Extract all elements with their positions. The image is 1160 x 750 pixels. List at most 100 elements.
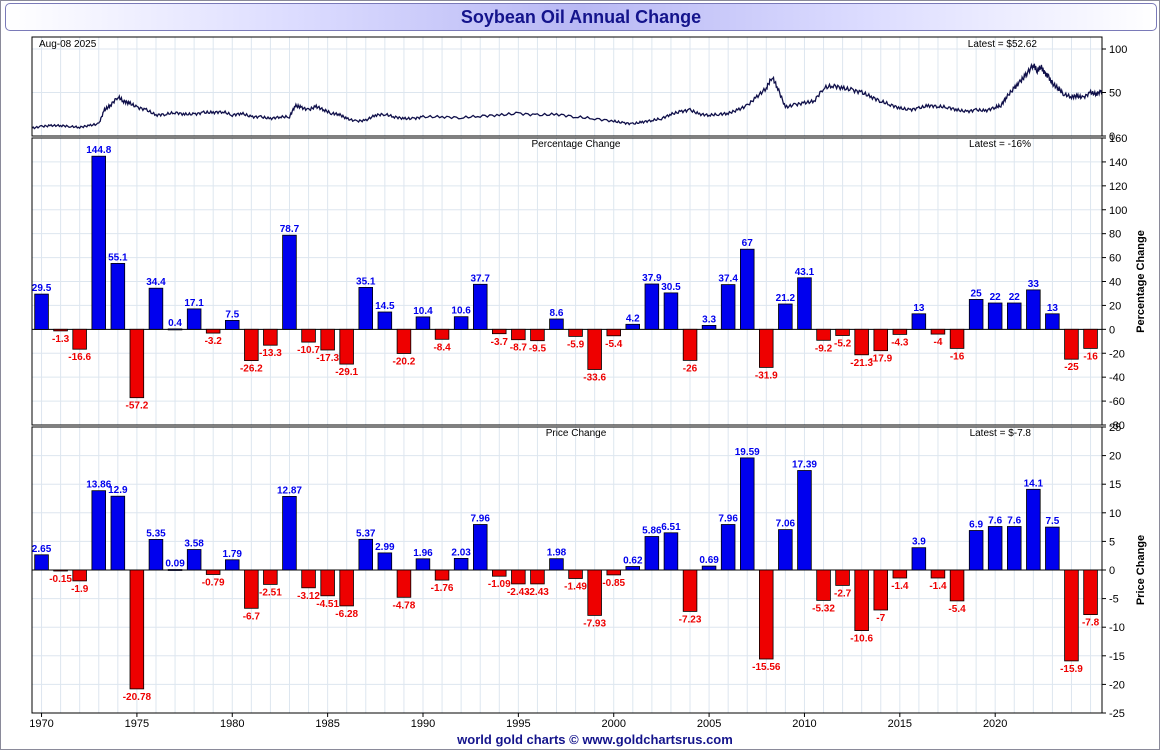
price_change-bar [434,569,450,581]
percentage-bar [740,248,755,330]
x-tick-label: 1985 [315,718,339,730]
price_change-data-label: 7.96 [718,513,738,524]
percentage-bar [358,286,373,330]
price_change-bar [320,569,335,597]
price_change-bar [53,569,68,572]
percentage-data-label: -31.9 [755,370,778,381]
percentage-panel-title: Percentage Change [532,139,621,150]
percentage-data-label: -26.2 [240,364,263,375]
percentage-data-label: -9.2 [815,343,833,354]
price_change-data-label: 0.69 [699,555,719,566]
price_change-bar [415,558,431,571]
price_change-data-label: -0.85 [602,578,625,589]
price_change-bar [873,569,889,611]
percentage-data-label: 34.4 [146,277,166,288]
percentage-bar [663,292,679,330]
price_change-bar [511,569,526,585]
percentage-bar [263,328,278,346]
price_change-data-label: 0.62 [623,555,643,566]
price_change-y-tick-label: 15 [1109,479,1121,491]
price_change-bar [835,569,850,586]
price_change-panel-title: Price Change [546,428,607,439]
price_change-bar [244,569,259,609]
x-tick-label: 1995 [506,718,530,730]
percentage-data-label: 13 [913,303,925,314]
percentage-y-tick-label: -60 [1109,396,1125,408]
percentage-bar [759,328,774,368]
price_change-bar [377,552,393,571]
price_change-data-label: 2.99 [375,542,395,553]
price_change-data-label: -0.15 [49,574,72,585]
percentage-y-tick-label: 160 [1109,133,1127,145]
percentage-y-axis-label: Percentage Change [1135,230,1147,333]
price_change-bar [816,569,831,601]
price_change-data-label: 17.39 [792,460,817,471]
percentage-bar [1064,328,1079,360]
price_change-bar [892,569,908,579]
percentage-bar [549,318,564,330]
percentage-bar [949,328,965,349]
price_change-data-label: 3.58 [184,539,204,550]
price_change-bar [396,569,412,598]
percentage-bar [682,328,698,361]
price_change-bar [1026,488,1041,571]
percentage-bar [244,328,259,361]
percentage-data-label: -4.3 [891,337,909,348]
price_change-bar [549,558,564,571]
price_change-bar [148,539,164,571]
price_change-bar [224,559,240,571]
price_change-data-label: 5.35 [146,528,166,539]
price_change-bar [129,569,145,690]
percentage-data-label: 33 [1028,279,1040,290]
price_change-data-label: 6.51 [661,522,681,533]
price_change-data-label: -2.51 [259,587,282,598]
percentage-bar [434,328,450,340]
percentage-data-label: 37.9 [642,273,662,284]
price-y-tick-label: 50 [1109,88,1121,100]
price_change-data-label: -1.76 [431,583,454,594]
price_change-data-label: 0.09 [165,558,185,569]
percentage-data-label: 14.5 [375,301,395,312]
percentage-bar [34,293,49,330]
percentage-bar [987,302,1003,330]
percentage-bar [472,283,488,330]
price_change-bar [453,558,469,571]
x-tick-label: 2010 [792,718,816,730]
percentage-data-label: -4 [934,337,943,348]
price_change-data-label: 12.87 [277,485,302,496]
percentage-data-label: 35.1 [356,276,376,287]
percentage-bar [968,298,984,330]
percentage-data-label: 0.4 [168,318,182,329]
percentage-data-label: -16.6 [68,352,91,363]
price_change-data-label: -2.7 [834,588,852,599]
percentage-data-label: 43.1 [795,267,815,278]
price_change-data-label: -5.32 [812,603,835,614]
price_change-data-label: 6.9 [969,520,983,531]
price_change-data-label: -3.12 [297,591,320,602]
title-bar: Soybean Oil Annual Change [5,3,1157,31]
price_change-data-label: -1.4 [929,581,947,592]
percentage-bar [587,328,602,370]
percentage-bar [339,328,354,365]
percentage-y-tick-label: 40 [1109,277,1121,289]
price_change-bar [205,569,221,575]
price_change-data-label: 5.37 [356,528,376,539]
percentage-bar [91,155,107,330]
price_change-bar [491,569,507,577]
percentage-data-label: 13 [1047,303,1059,314]
percentage-data-label: -33.6 [583,373,606,384]
price_change-bar [682,569,698,612]
price_change-y-axis-label: Price Change [1135,535,1147,605]
price_change-bar [186,549,202,571]
price_change-data-label: -4.51 [316,599,339,610]
percentage-data-label: 30.5 [661,282,681,293]
price_change-bar [949,569,965,602]
percentage-bar [892,328,908,335]
percentage-y-tick-label: 140 [1109,157,1127,169]
price_change-latest-label: Latest = $-7.8 [970,428,1032,439]
date-label: Aug-08 2025 [39,39,97,50]
percentage-y-tick-label: 20 [1109,300,1121,312]
percentage-data-label: -26 [683,363,698,374]
percentage-bar [720,284,736,330]
percentage-y-tick-label: -40 [1109,372,1125,384]
